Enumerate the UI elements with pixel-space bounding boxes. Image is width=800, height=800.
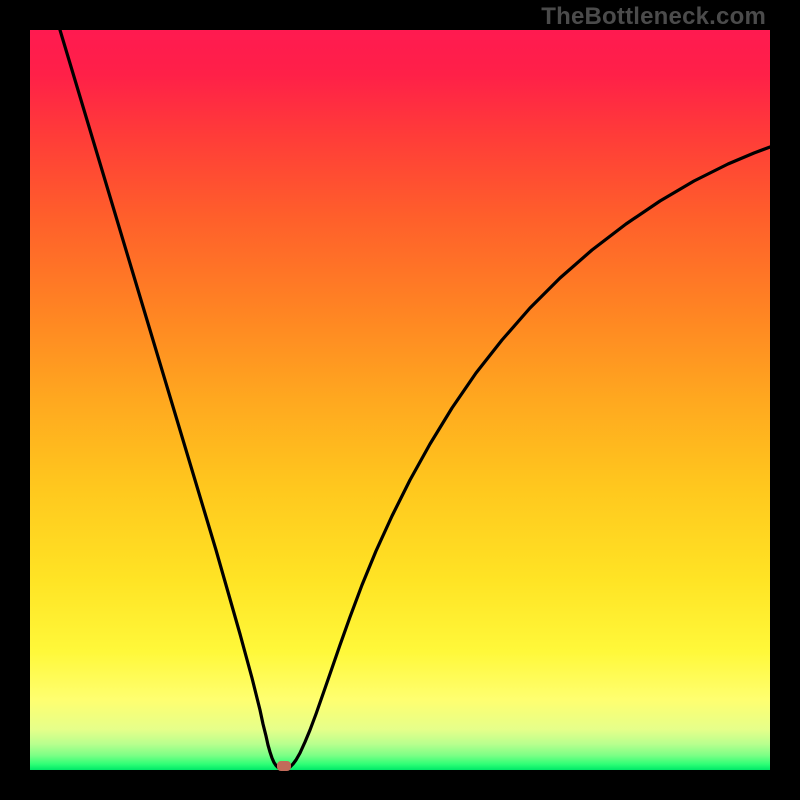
- plot-area: [30, 30, 770, 770]
- chart-svg: [0, 0, 800, 800]
- min-marker: [277, 761, 291, 771]
- chart-frame: TheBottleneck.com: [0, 0, 800, 800]
- watermark-text: TheBottleneck.com: [541, 3, 766, 31]
